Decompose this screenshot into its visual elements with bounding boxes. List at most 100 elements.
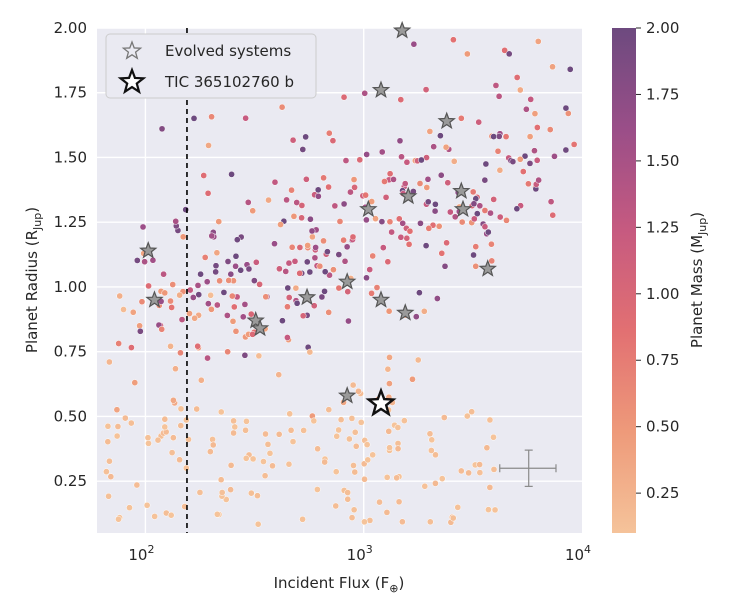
data-point xyxy=(133,481,141,489)
data-point xyxy=(201,254,209,261)
data-point xyxy=(167,511,175,519)
data-point xyxy=(488,240,495,248)
data-point xyxy=(410,40,418,48)
data-point xyxy=(149,256,157,264)
data-point xyxy=(284,284,292,292)
data-point xyxy=(177,422,185,429)
data-point xyxy=(393,474,401,482)
data-point xyxy=(534,38,542,45)
data-point xyxy=(332,502,340,510)
data-point xyxy=(348,415,356,422)
data-point xyxy=(383,509,391,516)
data-point xyxy=(350,462,357,469)
data-point xyxy=(388,228,395,236)
y-tick-label: 2.00 xyxy=(54,19,87,37)
evolved-star xyxy=(359,199,378,218)
data-point xyxy=(195,291,203,298)
data-point xyxy=(501,47,508,54)
data-point xyxy=(104,438,112,446)
data-point xyxy=(385,428,393,435)
data-point xyxy=(403,158,411,166)
data-point xyxy=(437,171,445,179)
data-point xyxy=(385,307,393,315)
data-point xyxy=(570,141,578,148)
data-point xyxy=(325,309,333,316)
data-point xyxy=(488,257,496,265)
y-axis-label-text: Planet Radius (R xyxy=(23,230,41,353)
colorbar-label-close: ) xyxy=(688,212,706,218)
data-point xyxy=(341,257,349,265)
data-point xyxy=(363,441,371,448)
data-point xyxy=(401,417,408,425)
data-point xyxy=(194,342,202,350)
colorbar-tick-label: 0.25 xyxy=(646,484,679,502)
x-axis-ticks: 102 103 104 xyxy=(128,543,591,564)
data-point xyxy=(276,265,283,273)
data-point xyxy=(523,105,530,113)
data-point xyxy=(378,148,386,156)
data-point xyxy=(457,114,465,122)
data-point xyxy=(494,147,502,155)
data-point xyxy=(451,213,459,221)
legend-target-icon xyxy=(117,66,147,95)
data-point xyxy=(335,251,343,258)
data-point xyxy=(366,517,374,524)
data-point xyxy=(352,442,360,450)
data-point xyxy=(218,489,226,496)
error-bar xyxy=(499,449,557,487)
data-point xyxy=(133,257,141,264)
colorbar-label: Planet Mass (MJup) xyxy=(688,212,709,348)
data-point xyxy=(397,233,405,241)
colorbar-tick-label: 1.50 xyxy=(646,152,679,170)
data-point xyxy=(505,50,513,58)
data-point xyxy=(361,475,368,483)
data-point xyxy=(422,242,430,250)
data-point xyxy=(116,292,124,300)
data-point xyxy=(526,160,534,167)
data-point xyxy=(394,424,402,431)
data-point xyxy=(233,236,241,244)
data-point xyxy=(486,416,494,424)
data-point xyxy=(252,258,260,266)
data-point xyxy=(432,451,439,459)
target-marker xyxy=(365,387,397,417)
legend-evolved-star xyxy=(121,40,143,60)
legend-target-label: TIC 365102760 b xyxy=(164,73,294,91)
data-point xyxy=(481,176,489,184)
data-point xyxy=(179,233,187,241)
y-axis-label-close: ) xyxy=(23,207,41,213)
data-point xyxy=(213,249,221,257)
data-point xyxy=(509,158,517,165)
data-point xyxy=(224,258,232,265)
data-point xyxy=(476,202,484,210)
y-tick-label: 1.75 xyxy=(54,84,87,102)
data-point xyxy=(298,214,305,222)
data-point xyxy=(428,436,436,444)
data-point xyxy=(316,262,324,270)
data-point xyxy=(213,301,221,309)
data-point xyxy=(357,419,365,426)
data-point xyxy=(562,146,570,154)
data-point xyxy=(534,124,541,131)
data-point xyxy=(170,434,177,442)
data-point xyxy=(472,262,480,270)
data-point xyxy=(172,217,180,225)
data-point xyxy=(310,417,318,425)
data-point xyxy=(299,146,307,153)
data-point xyxy=(472,243,480,251)
data-point xyxy=(386,170,394,178)
data-point xyxy=(484,228,492,236)
data-point xyxy=(495,133,503,140)
data-point xyxy=(204,354,211,362)
data-point xyxy=(138,298,146,306)
data-point xyxy=(386,354,393,361)
data-point xyxy=(242,454,250,462)
evolved-star xyxy=(478,259,497,277)
data-point xyxy=(325,129,333,137)
data-point xyxy=(363,274,370,282)
x-axis-label: Incident Flux (F⊕) xyxy=(274,574,405,595)
data-point xyxy=(535,176,542,184)
data-point xyxy=(129,308,137,316)
data-point xyxy=(361,89,369,97)
